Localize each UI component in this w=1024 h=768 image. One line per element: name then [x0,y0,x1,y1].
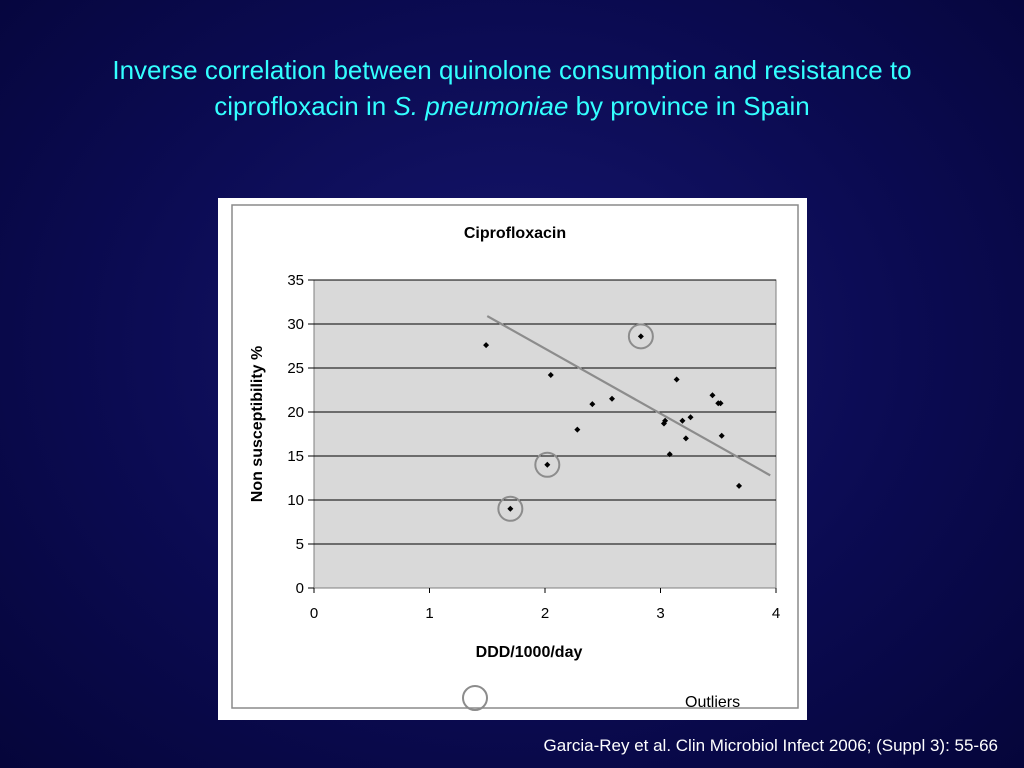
data-point [507,505,514,512]
data-point [673,376,680,383]
data-point [709,392,716,399]
data-point [547,372,554,379]
axes: 0 5 10 15 20 25 30 35 0 1 2 3 4 [287,272,780,622]
data-points [483,323,743,522]
data-point [679,417,686,424]
outlier-circle [497,495,524,522]
x-axis-label: DDD/1000/day [476,644,583,661]
data-point [682,435,689,442]
gridlines [314,279,776,545]
x-tick-label: 2 [541,605,549,622]
slide-title-line-1: Inverse correlation between quinolone co… [112,55,912,85]
data-point [637,333,644,340]
data-point [718,432,725,439]
slide-title-line-2: ciprofloxacin in S. pneumoniae by provin… [0,88,1024,124]
y-tick-label: 5 [296,536,304,553]
trend-line-layer [486,315,771,477]
data-point [483,342,490,349]
x-tick-label: 1 [425,605,433,622]
data-point [574,426,581,433]
outlier-circle [627,323,654,350]
y-axis-label: Non susceptibility % [249,346,266,502]
x-tick-label: 3 [656,605,664,622]
outlier-circle [534,451,561,478]
plot-area [313,279,777,589]
chart-figure: 0 5 10 15 20 25 30 35 0 1 2 3 4 Ciprofloxacin DDD/10… [218,198,807,720]
y-tick-label: 35 [287,272,304,289]
y-tick-label: 20 [287,404,304,421]
y-tick-label: 0 [296,580,304,597]
chart-title: Ciprofloxacin [464,225,566,242]
title-text-post: by province in Spain [568,91,810,121]
slide-title: Inverse correlation between quinolone co… [0,52,1024,124]
outlier-legend-icon [462,685,488,711]
title-text-pre: ciprofloxacin in [214,91,394,121]
x-tick-label: 0 [310,605,318,622]
data-point [544,461,551,468]
citation: Garcia-Rey et al. Clin Microbiol Infect … [543,736,998,755]
title-species: S. pneumoniae [393,91,569,121]
data-point [687,414,694,421]
y-tick-label: 30 [287,316,304,333]
data-point [662,417,669,424]
data-point [589,401,596,408]
y-tick-label: 25 [287,360,304,377]
data-point [666,451,673,458]
figure-frame [231,204,799,709]
scatter-chart: 0 5 10 15 20 25 30 35 0 1 2 3 4 Ciprofloxacin DDD/10… [231,204,799,711]
trend-line [486,315,771,477]
data-point [717,400,724,407]
x-tick-label: 4 [772,605,780,622]
legend-label: Outliers [685,694,740,711]
data-point [608,395,615,402]
y-tick-label: 10 [287,492,304,509]
data-point [736,482,743,489]
y-tick-label: 15 [287,448,304,465]
